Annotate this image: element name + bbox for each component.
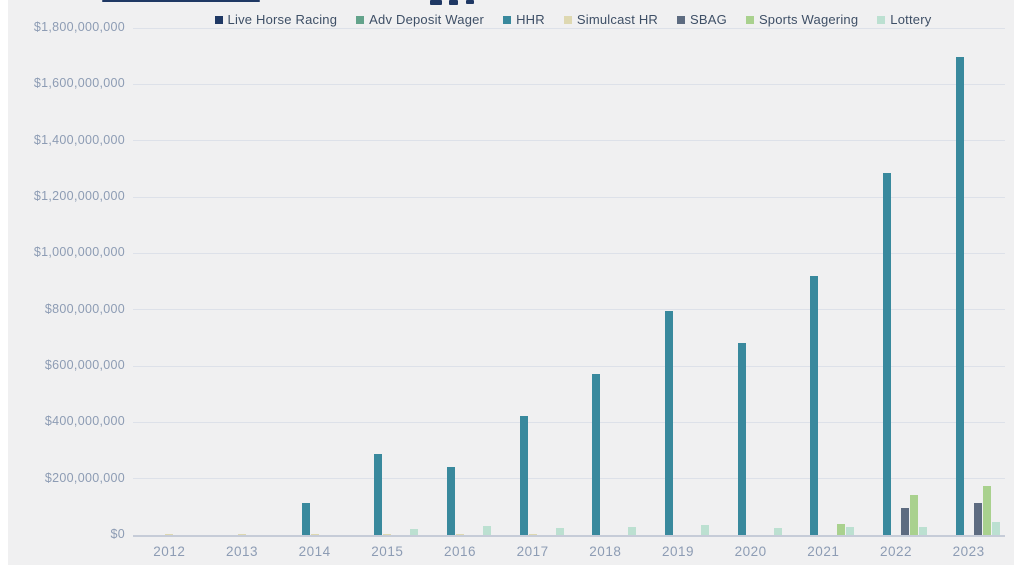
y-axis-tick-label: $1,000,000,000 (33, 245, 125, 260)
legend-label: Lottery (890, 12, 932, 27)
legend-label: Sports Wagering (758, 12, 859, 27)
bar-sports-wagering-2022 (910, 495, 918, 535)
bar-hhr-2014 (301, 502, 310, 535)
legend-swatch-icon (503, 15, 512, 24)
x-axis-tick-label: 2018 (589, 544, 622, 559)
bar-sports-wagering-2023 (982, 485, 991, 535)
y-axis-tick-label: $800,000,000 (44, 301, 125, 316)
x-axis-tick-label: 2022 (879, 544, 912, 559)
x-axis-tick-label: 2019 (661, 544, 694, 559)
x-axis-tick-label: 2013 (225, 544, 258, 559)
bar-lottery-2021 (846, 527, 855, 535)
bar-lottery-2022 (919, 526, 927, 535)
bar-hhr-2017 (519, 416, 528, 535)
bar-lottery-2020 (773, 527, 782, 535)
gridline (133, 309, 1005, 311)
legend-item-5: Sports Wagering (745, 12, 859, 27)
x-axis-line (133, 535, 1005, 537)
x-axis-tick-label: 2012 (153, 544, 186, 559)
bar-lottery-2019 (701, 524, 709, 535)
gridline (133, 83, 1005, 85)
gridline (133, 478, 1005, 480)
bar-hhr-2016 (447, 467, 455, 535)
x-axis-tick-label: 2014 (298, 544, 331, 559)
bar-simulcast-hr-2012 (165, 533, 174, 535)
legend-swatch-icon (745, 15, 754, 24)
bar-hhr-2020 (737, 343, 746, 535)
bar-lottery-2023 (991, 522, 1000, 535)
bar-lottery-2015 (410, 529, 419, 535)
legend-label: Live Horse Racing (227, 12, 338, 27)
bar-simulcast-hr-2016 (456, 533, 464, 535)
gridline (133, 365, 1005, 367)
legend-item-4: SBAG (677, 12, 727, 27)
x-axis-tick-label: 2023 (952, 544, 985, 559)
bar-hhr-2018 (592, 373, 601, 535)
bar-sbag-2022 (901, 507, 909, 535)
legend-item-3: Simulcast HR (563, 12, 658, 27)
gridline (133, 421, 1005, 423)
legend-swatch-icon (877, 15, 886, 24)
bar-simulcast-hr-2015 (383, 533, 392, 535)
cropped-title-fragment (449, 0, 458, 5)
y-axis-tick-label: $200,000,000 (44, 470, 125, 485)
y-axis-tick-label: $1,600,000,000 (33, 76, 125, 91)
x-axis-tick-label: 2020 (734, 544, 767, 559)
bar-simulcast-hr-2017 (528, 533, 537, 535)
x-axis-tick-label: 2017 (516, 544, 549, 559)
legend-swatch-icon (356, 15, 365, 24)
legend-label: Simulcast HR (576, 12, 658, 27)
legend-item-0: Live Horse Racing (214, 12, 338, 27)
legend-label: Adv Deposit Wager (369, 12, 485, 27)
legend-item-6: Lottery (877, 12, 931, 27)
gridline (133, 27, 1005, 29)
legend-item-1: Adv Deposit Wager (356, 12, 484, 27)
bar-hhr-2022 (883, 173, 891, 535)
bar-lottery-2018 (628, 527, 637, 535)
bar-hhr-2023 (955, 57, 964, 535)
y-axis-tick-label: $400,000,000 (44, 414, 125, 429)
legend-swatch-icon (214, 15, 223, 24)
bar-sports-wagering-2021 (837, 523, 846, 535)
cropped-title-fragment (466, 0, 474, 4)
legend-label: HHR (516, 12, 545, 27)
y-axis-tick-label: $0 (110, 527, 125, 541)
bar-hhr-2015 (374, 453, 383, 535)
cropped-title-fragment (430, 0, 442, 5)
chart-background-panel (8, 0, 1014, 565)
bar-hhr-2021 (810, 275, 819, 535)
bar-hhr-2019 (665, 310, 673, 535)
bar-sbag-2023 (973, 502, 982, 535)
chart-legend: Live Horse Racing Adv Deposit Wager HHR Sim… (133, 12, 1013, 27)
gridline (133, 252, 1005, 254)
bar-lottery-2017 (555, 528, 564, 535)
bar-simulcast-hr-2014 (310, 533, 319, 535)
x-axis-tick-label: 2016 (443, 544, 476, 559)
y-axis-tick-label: $1,400,000,000 (33, 132, 125, 147)
bar-simulcast-hr-2013 (238, 533, 246, 535)
y-axis-tick-label: $1,200,000,000 (33, 189, 125, 203)
gridline (133, 140, 1005, 142)
x-axis-tick-label: 2015 (371, 544, 404, 559)
legend-swatch-icon (563, 15, 572, 24)
legend-item-2: HHR (503, 12, 545, 27)
legend-swatch-icon (677, 15, 685, 24)
x-axis-tick-label: 2021 (807, 544, 840, 559)
y-axis-tick-label: $600,000,000 (44, 358, 125, 372)
y-axis-tick-label: $1,800,000,000 (33, 20, 125, 34)
gridline (133, 196, 1005, 198)
bar-lottery-2016 (483, 525, 491, 535)
cropped-title-fragment (102, 0, 260, 2)
legend-label: SBAG (690, 12, 727, 27)
